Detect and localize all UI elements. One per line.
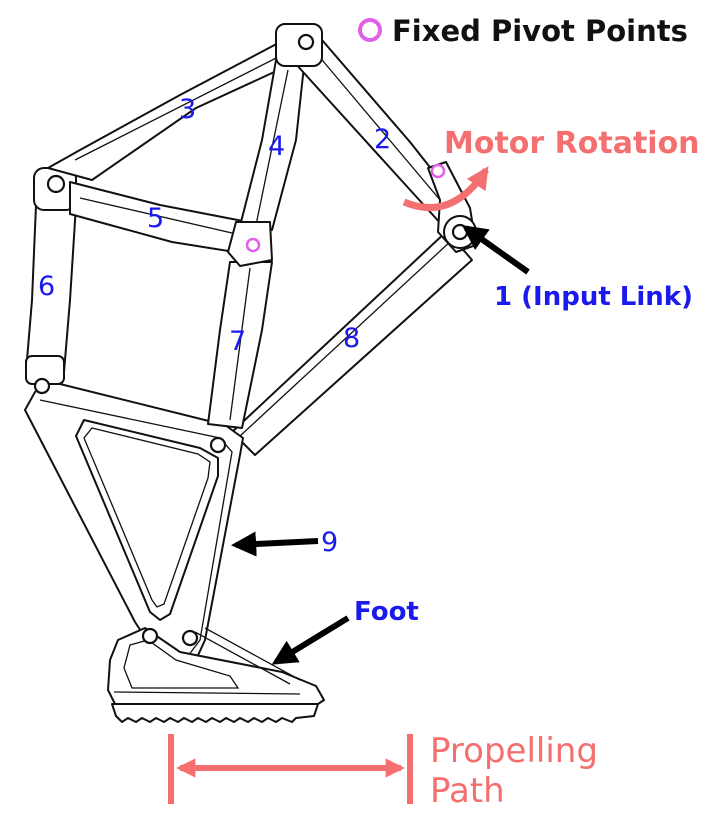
propelling-path-label-line1: Propelling xyxy=(430,731,598,771)
motor-rotation-arrow xyxy=(402,166,489,212)
motor-rotation-label: Motor Rotation xyxy=(444,126,700,161)
legend-fixed-pivot-icon xyxy=(358,18,382,42)
pivot-top xyxy=(297,33,315,51)
propelling-path-marker xyxy=(168,734,413,804)
fixed-pivot-middle xyxy=(245,237,261,253)
link-4-label: 4 xyxy=(268,131,285,162)
pivot-foot-right xyxy=(181,629,199,647)
link-5-label: 5 xyxy=(147,203,164,234)
link-7-label: 7 xyxy=(229,326,246,357)
fixed-pivot-motor xyxy=(430,163,446,179)
link-3-label: 3 xyxy=(179,94,196,125)
pivot-pins xyxy=(33,33,469,647)
propelling-path-label-line2: Path xyxy=(430,771,505,811)
foot-arrow xyxy=(271,615,350,665)
link-6 xyxy=(25,167,77,385)
pivot-foot-left xyxy=(141,627,159,645)
pivot-crank xyxy=(451,223,469,241)
link-9-shank xyxy=(24,381,244,669)
link-9-label: 9 xyxy=(321,527,338,558)
foot xyxy=(107,627,325,723)
pivot-left-top xyxy=(46,174,66,194)
legend-label: Fixed Pivot Points xyxy=(392,14,688,48)
foot-label: Foot xyxy=(354,597,419,627)
link-8-label: 8 xyxy=(343,323,360,354)
input-link-arrow xyxy=(461,225,530,275)
pivot-left-bottom xyxy=(33,377,51,395)
link-6-label: 6 xyxy=(38,271,55,302)
pivot-shank-top xyxy=(209,436,227,454)
input-link-label: 1 (Input Link) xyxy=(494,282,693,312)
link-2-label: 2 xyxy=(374,124,391,155)
link-9-arrow xyxy=(230,531,319,557)
link-7 xyxy=(207,261,273,429)
